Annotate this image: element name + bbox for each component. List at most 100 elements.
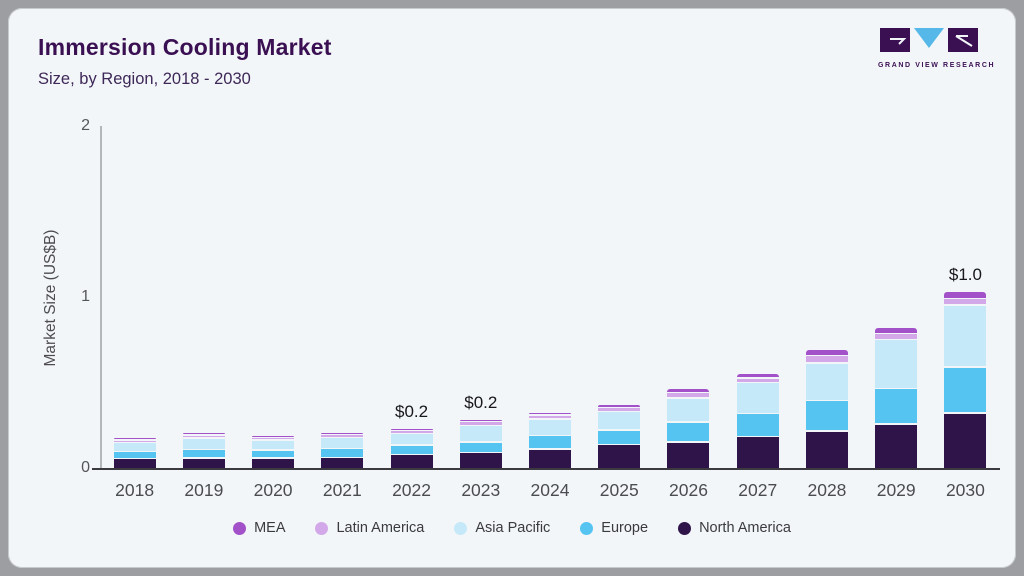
bar-segment-latin-america-2020[interactable] — [252, 438, 295, 440]
x-axis-label-2023: 2023 — [461, 480, 501, 500]
bar-segment-asia-pacific-2020[interactable] — [252, 440, 295, 450]
bar-segment-asia-pacific-2028[interactable] — [805, 363, 848, 400]
bar-segment-mea-2019[interactable] — [182, 433, 225, 435]
bar-segment-north-america-2019[interactable] — [182, 458, 225, 468]
bar-2030[interactable] — [944, 291, 987, 468]
bar-segment-mea-2022[interactable] — [390, 428, 433, 430]
bar-segment-europe-2021[interactable] — [321, 449, 364, 457]
bar-segment-north-america-2030[interactable] — [944, 413, 987, 468]
legend-label: MEA — [254, 520, 286, 536]
bar-segment-latin-america-2028[interactable] — [805, 356, 848, 363]
bar-segment-mea-2021[interactable] — [321, 432, 364, 434]
bar-2020[interactable] — [252, 435, 295, 468]
bar-2019[interactable] — [182, 433, 225, 468]
bar-segment-europe-2019[interactable] — [182, 450, 225, 458]
bar-segment-europe-2028[interactable] — [805, 401, 848, 431]
bar-segment-asia-pacific-2021[interactable] — [321, 438, 364, 448]
legend-item-asia-pacific[interactable]: Asia Pacific — [454, 520, 550, 536]
bar-segment-mea-2029[interactable] — [875, 327, 918, 333]
bar-segment-north-america-2018[interactable] — [113, 459, 156, 468]
bar-segment-asia-pacific-2024[interactable] — [529, 419, 572, 435]
legend-label: Europe — [601, 520, 649, 536]
bar-group-2029 — [862, 126, 931, 468]
bar-segment-europe-2025[interactable] — [598, 430, 641, 444]
bar-segment-europe-2029[interactable] — [875, 389, 918, 424]
bar-segment-europe-2026[interactable] — [667, 422, 710, 442]
x-axis-label-2019: 2019 — [184, 480, 224, 500]
bar-segment-north-america-2029[interactable] — [875, 424, 918, 468]
bar-segment-europe-2020[interactable] — [252, 450, 295, 458]
bar-segment-asia-pacific-2019[interactable] — [182, 438, 225, 449]
bar-group-2020 — [238, 126, 307, 468]
y-tick-1: 1 — [81, 288, 90, 305]
bar-segment-north-america-2026[interactable] — [667, 442, 710, 468]
bar-segment-asia-pacific-2018[interactable] — [113, 443, 156, 451]
bar-segment-north-america-2028[interactable] — [805, 431, 848, 468]
bar-2023[interactable] — [459, 419, 502, 468]
bar-segment-mea-2020[interactable] — [252, 435, 295, 437]
bar-2027[interactable] — [736, 373, 779, 468]
bar-segment-latin-america-2026[interactable] — [667, 393, 710, 398]
bar-segment-mea-2027[interactable] — [736, 373, 779, 378]
legend-item-latin-america[interactable]: Latin America — [315, 520, 424, 536]
bar-segment-latin-america-2019[interactable] — [182, 435, 225, 438]
bar-segment-asia-pacific-2030[interactable] — [944, 305, 987, 366]
bar-segment-europe-2024[interactable] — [529, 436, 572, 449]
bar-segment-latin-america-2023[interactable] — [459, 422, 502, 425]
bar-segment-latin-america-2029[interactable] — [875, 334, 918, 339]
bar-segment-mea-2018[interactable] — [113, 438, 156, 440]
bar-2018[interactable] — [113, 438, 156, 468]
bar-segment-mea-2028[interactable] — [805, 350, 848, 355]
bar-segment-north-america-2022[interactable] — [390, 455, 433, 468]
x-axis-label-2026: 2026 — [669, 480, 708, 500]
bar-segment-asia-pacific-2026[interactable] — [667, 398, 710, 422]
x-axis-label-2029: 2029 — [876, 480, 916, 500]
page-subtitle: Size, by Region, 2018 - 2030 — [38, 70, 251, 88]
bar-segment-north-america-2020[interactable] — [252, 458, 295, 468]
bar-segment-asia-pacific-2022[interactable] — [390, 434, 433, 445]
bar-segment-mea-2024[interactable] — [529, 412, 572, 415]
bar-2024[interactable] — [529, 412, 572, 468]
bar-segment-asia-pacific-2025[interactable] — [598, 412, 641, 430]
bar-segment-north-america-2023[interactable] — [459, 453, 502, 468]
bar-segment-mea-2025[interactable] — [598, 404, 641, 407]
bar-segment-mea-2026[interactable] — [667, 389, 710, 392]
bar-2021[interactable] — [321, 432, 364, 468]
bar-2025[interactable] — [598, 404, 641, 468]
bar-segment-mea-2023[interactable] — [459, 419, 502, 421]
bar-group-2027 — [723, 126, 792, 468]
x-axis-label-2027: 2027 — [738, 480, 778, 500]
bar-segment-north-america-2027[interactable] — [736, 437, 779, 468]
bar-segment-latin-america-2024[interactable] — [529, 415, 572, 419]
bar-segment-latin-america-2030[interactable] — [944, 299, 987, 305]
bar-segment-asia-pacific-2029[interactable] — [875, 340, 918, 388]
gvr-logo: GRAND VIEW RESEARCH — [878, 28, 994, 69]
bar-segment-mea-2030[interactable] — [944, 291, 987, 298]
bar-segment-latin-america-2025[interactable] — [598, 408, 641, 411]
legend-item-europe[interactable]: Europe — [580, 520, 648, 536]
bar-2026[interactable] — [667, 389, 710, 468]
y-tick-2: 2 — [81, 117, 90, 134]
bar-segment-europe-2022[interactable] — [390, 445, 433, 454]
bar-segment-north-america-2025[interactable] — [598, 445, 641, 468]
bar-segment-north-america-2021[interactable] — [321, 458, 364, 468]
legend-label: Latin America — [336, 520, 425, 536]
x-axis-label-2025: 2025 — [599, 480, 639, 500]
bar-segment-asia-pacific-2027[interactable] — [736, 383, 779, 413]
bar-segment-latin-america-2027[interactable] — [736, 378, 779, 382]
bar-segment-europe-2018[interactable] — [113, 452, 156, 458]
bar-2022[interactable] — [390, 428, 433, 468]
bar-segment-latin-america-2018[interactable] — [113, 440, 156, 442]
bar-segment-europe-2027[interactable] — [736, 414, 779, 436]
legend-item-north-america[interactable]: North America — [678, 520, 791, 536]
bar-2029[interactable] — [875, 327, 918, 468]
bar-2028[interactable] — [805, 350, 848, 468]
legend-item-mea[interactable]: MEA — [233, 520, 285, 536]
bar-segment-asia-pacific-2023[interactable] — [459, 426, 502, 442]
page-title: Immersion Cooling Market — [38, 34, 332, 60]
bar-segment-latin-america-2021[interactable] — [321, 435, 364, 437]
bar-segment-north-america-2024[interactable] — [529, 449, 572, 468]
bar-segment-latin-america-2022[interactable] — [390, 431, 433, 433]
bar-segment-europe-2030[interactable] — [944, 367, 987, 413]
bar-segment-europe-2023[interactable] — [459, 442, 502, 452]
